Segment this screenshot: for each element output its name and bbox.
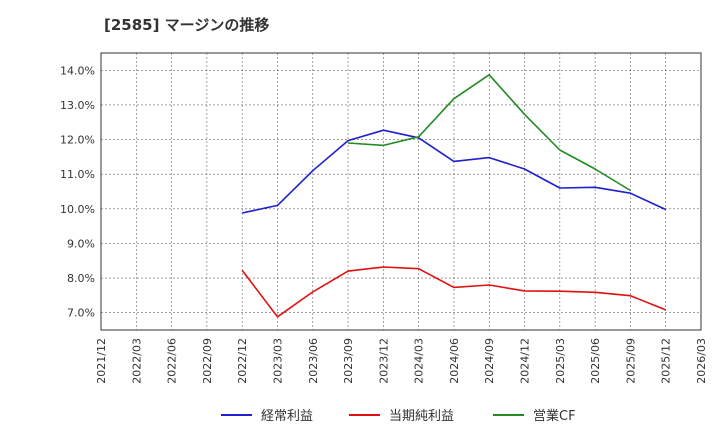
plot-frame	[100, 52, 702, 331]
x-tick-label: 2024/09	[483, 338, 496, 384]
x-tick-label: 2021/12	[95, 338, 108, 384]
x-tick-label: 2023/12	[377, 338, 390, 384]
x-tick-label: 2023/09	[342, 338, 355, 384]
series-line-2	[241, 266, 666, 318]
x-tick-label: 2025/09	[624, 338, 637, 384]
x-tick-label: 2025/03	[554, 338, 567, 384]
x-tick-label: 2026/03	[695, 338, 708, 384]
series-lines	[241, 74, 667, 318]
legend-label: 経常利益	[261, 409, 313, 424]
x-tick-label: 2025/12	[660, 338, 673, 384]
x-tick-label: 2022/06	[166, 338, 179, 384]
grid-lines	[100, 53, 702, 330]
x-tick-label: 2022/09	[201, 338, 214, 384]
y-tick-label: 12.0%	[60, 134, 95, 147]
series-line-1	[242, 129, 667, 214]
x-axis-ticks: 2021/12 2022/03 2022/06 2022/09 2022/12 2023/…	[95, 338, 708, 384]
x-tick-label: 2022/12	[236, 338, 249, 384]
legend-label: 当期純利益	[389, 409, 454, 424]
x-tick-label: 2022/03	[130, 338, 143, 384]
y-tick-label: 9.0%	[67, 237, 95, 250]
y-tick-label: 11.0%	[60, 168, 95, 181]
legend-label: 営業CF	[533, 408, 576, 424]
y-tick-label: 8.0%	[67, 272, 95, 285]
y-tick-label: 7.0%	[67, 307, 95, 320]
x-tick-label: 2024/03	[413, 338, 426, 384]
plot-border	[100, 52, 702, 331]
x-tick-label: 2023/03	[271, 338, 284, 384]
chart-title: [2585] マージンの推移	[104, 16, 270, 34]
x-tick-label: 2025/06	[589, 338, 602, 384]
x-tick-label: 2024/12	[519, 338, 532, 384]
x-tick-label: 2024/06	[448, 338, 461, 384]
legend: 経常利益 当期純利益 営業CF	[221, 408, 576, 424]
y-tick-label: 14.0%	[60, 64, 95, 77]
y-axis-ticks: 7.0% 8.0% 9.0% 10.0% 11.0% 12.0% 13.0% 14.0%	[60, 64, 95, 319]
y-tick-label: 13.0%	[60, 99, 95, 112]
x-tick-label: 2023/06	[307, 338, 320, 384]
series-line-3	[348, 74, 631, 192]
y-tick-label: 10.0%	[60, 203, 95, 216]
